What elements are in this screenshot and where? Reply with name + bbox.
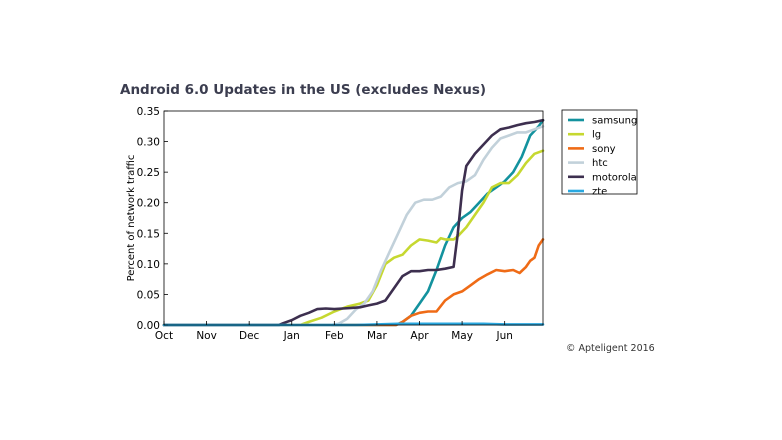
axes-layer: 0.00 0.05 0.10 0.15 0.20 0.25 0.30 0.35 Oct Nov De… <box>137 106 513 342</box>
y-tick-label: 0.20 <box>137 198 160 210</box>
x-tick-label: Feb <box>325 330 344 342</box>
legend-label-samsung: samsung <box>592 116 637 127</box>
credit-text: © Apteligent 2016 <box>566 343 655 354</box>
plot-area-frame <box>163 110 544 326</box>
legend-label-sony: sony <box>592 144 616 155</box>
legend: samsung lg sony htc motorola zte <box>561 109 638 198</box>
y-tick-label: 0.00 <box>137 320 160 332</box>
y-axis-label: Percent of network traffic <box>126 155 137 282</box>
series-line-htc <box>162 125 545 327</box>
y-tick-label: 0.35 <box>137 106 160 118</box>
x-tick-label: Oct <box>155 330 173 342</box>
x-tick-label: Apr <box>410 330 429 342</box>
x-tick-label: May <box>451 330 473 342</box>
x-tick-label: Nov <box>196 330 217 342</box>
x-tick-label: Jun <box>495 330 512 342</box>
y-tick-label: 0.05 <box>137 289 160 301</box>
x-tick-label: Jan <box>283 330 300 342</box>
x-tick-label: Dec <box>239 330 260 342</box>
y-tick-label: 0.10 <box>137 259 160 271</box>
y-tick-label: 0.30 <box>137 137 160 149</box>
series-line-motorola <box>162 118 545 327</box>
series-line-sony <box>162 238 545 327</box>
legend-box <box>561 109 638 195</box>
x-tick-label: Mar <box>367 330 387 342</box>
legend-label-zte: zte <box>592 187 607 198</box>
series-line-samsung <box>162 118 545 327</box>
legend-label-motorola: motorola <box>592 172 637 183</box>
y-tick-label: 0.25 <box>137 167 160 179</box>
y-tick-label: 0.15 <box>137 228 160 240</box>
chart-title: Android 6.0 Updates in the US (excludes … <box>120 82 487 98</box>
series-lines-layer <box>162 118 545 327</box>
series-line-lg <box>162 149 545 327</box>
legend-label-lg: lg <box>592 130 601 141</box>
legend-label-htc: htc <box>592 158 608 169</box>
